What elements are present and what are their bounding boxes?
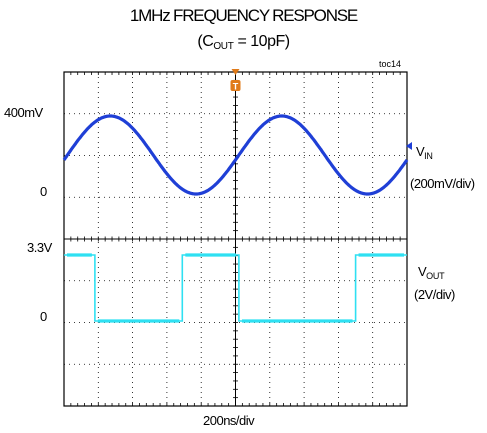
vout-channel-label: VOUT [418, 264, 445, 281]
vin-level-marker [406, 142, 412, 150]
vin-scale-label: (200mV/div) [410, 176, 475, 191]
vout-tick-label-3v3: 3.3V [27, 240, 52, 255]
vout-tick-label-0: 0 [40, 309, 47, 324]
scope-traces [62, 114, 409, 323]
trigger-label: T [233, 82, 239, 92]
vin-tick-label-0: 0 [40, 184, 47, 199]
x-axis-label: 200ns/div [203, 413, 255, 428]
figure-tag: toc14 [379, 59, 402, 69]
trigger-arrow [231, 69, 240, 75]
trigger-badge [230, 80, 241, 91]
scope-grid [63, 71, 408, 407]
vin-tick-label-400mv: 400mV [4, 105, 43, 120]
vin-trace [62, 114, 409, 196]
chart-title: 1MHz FREQUENCY RESPONSE [129, 6, 358, 25]
scope-markers: T [230, 69, 412, 150]
vout-scale-label: (2V/div) [414, 287, 455, 302]
chart-subtitle: (COUT = 10pF) [197, 33, 290, 52]
vin-channel-label: VIN [416, 144, 433, 161]
